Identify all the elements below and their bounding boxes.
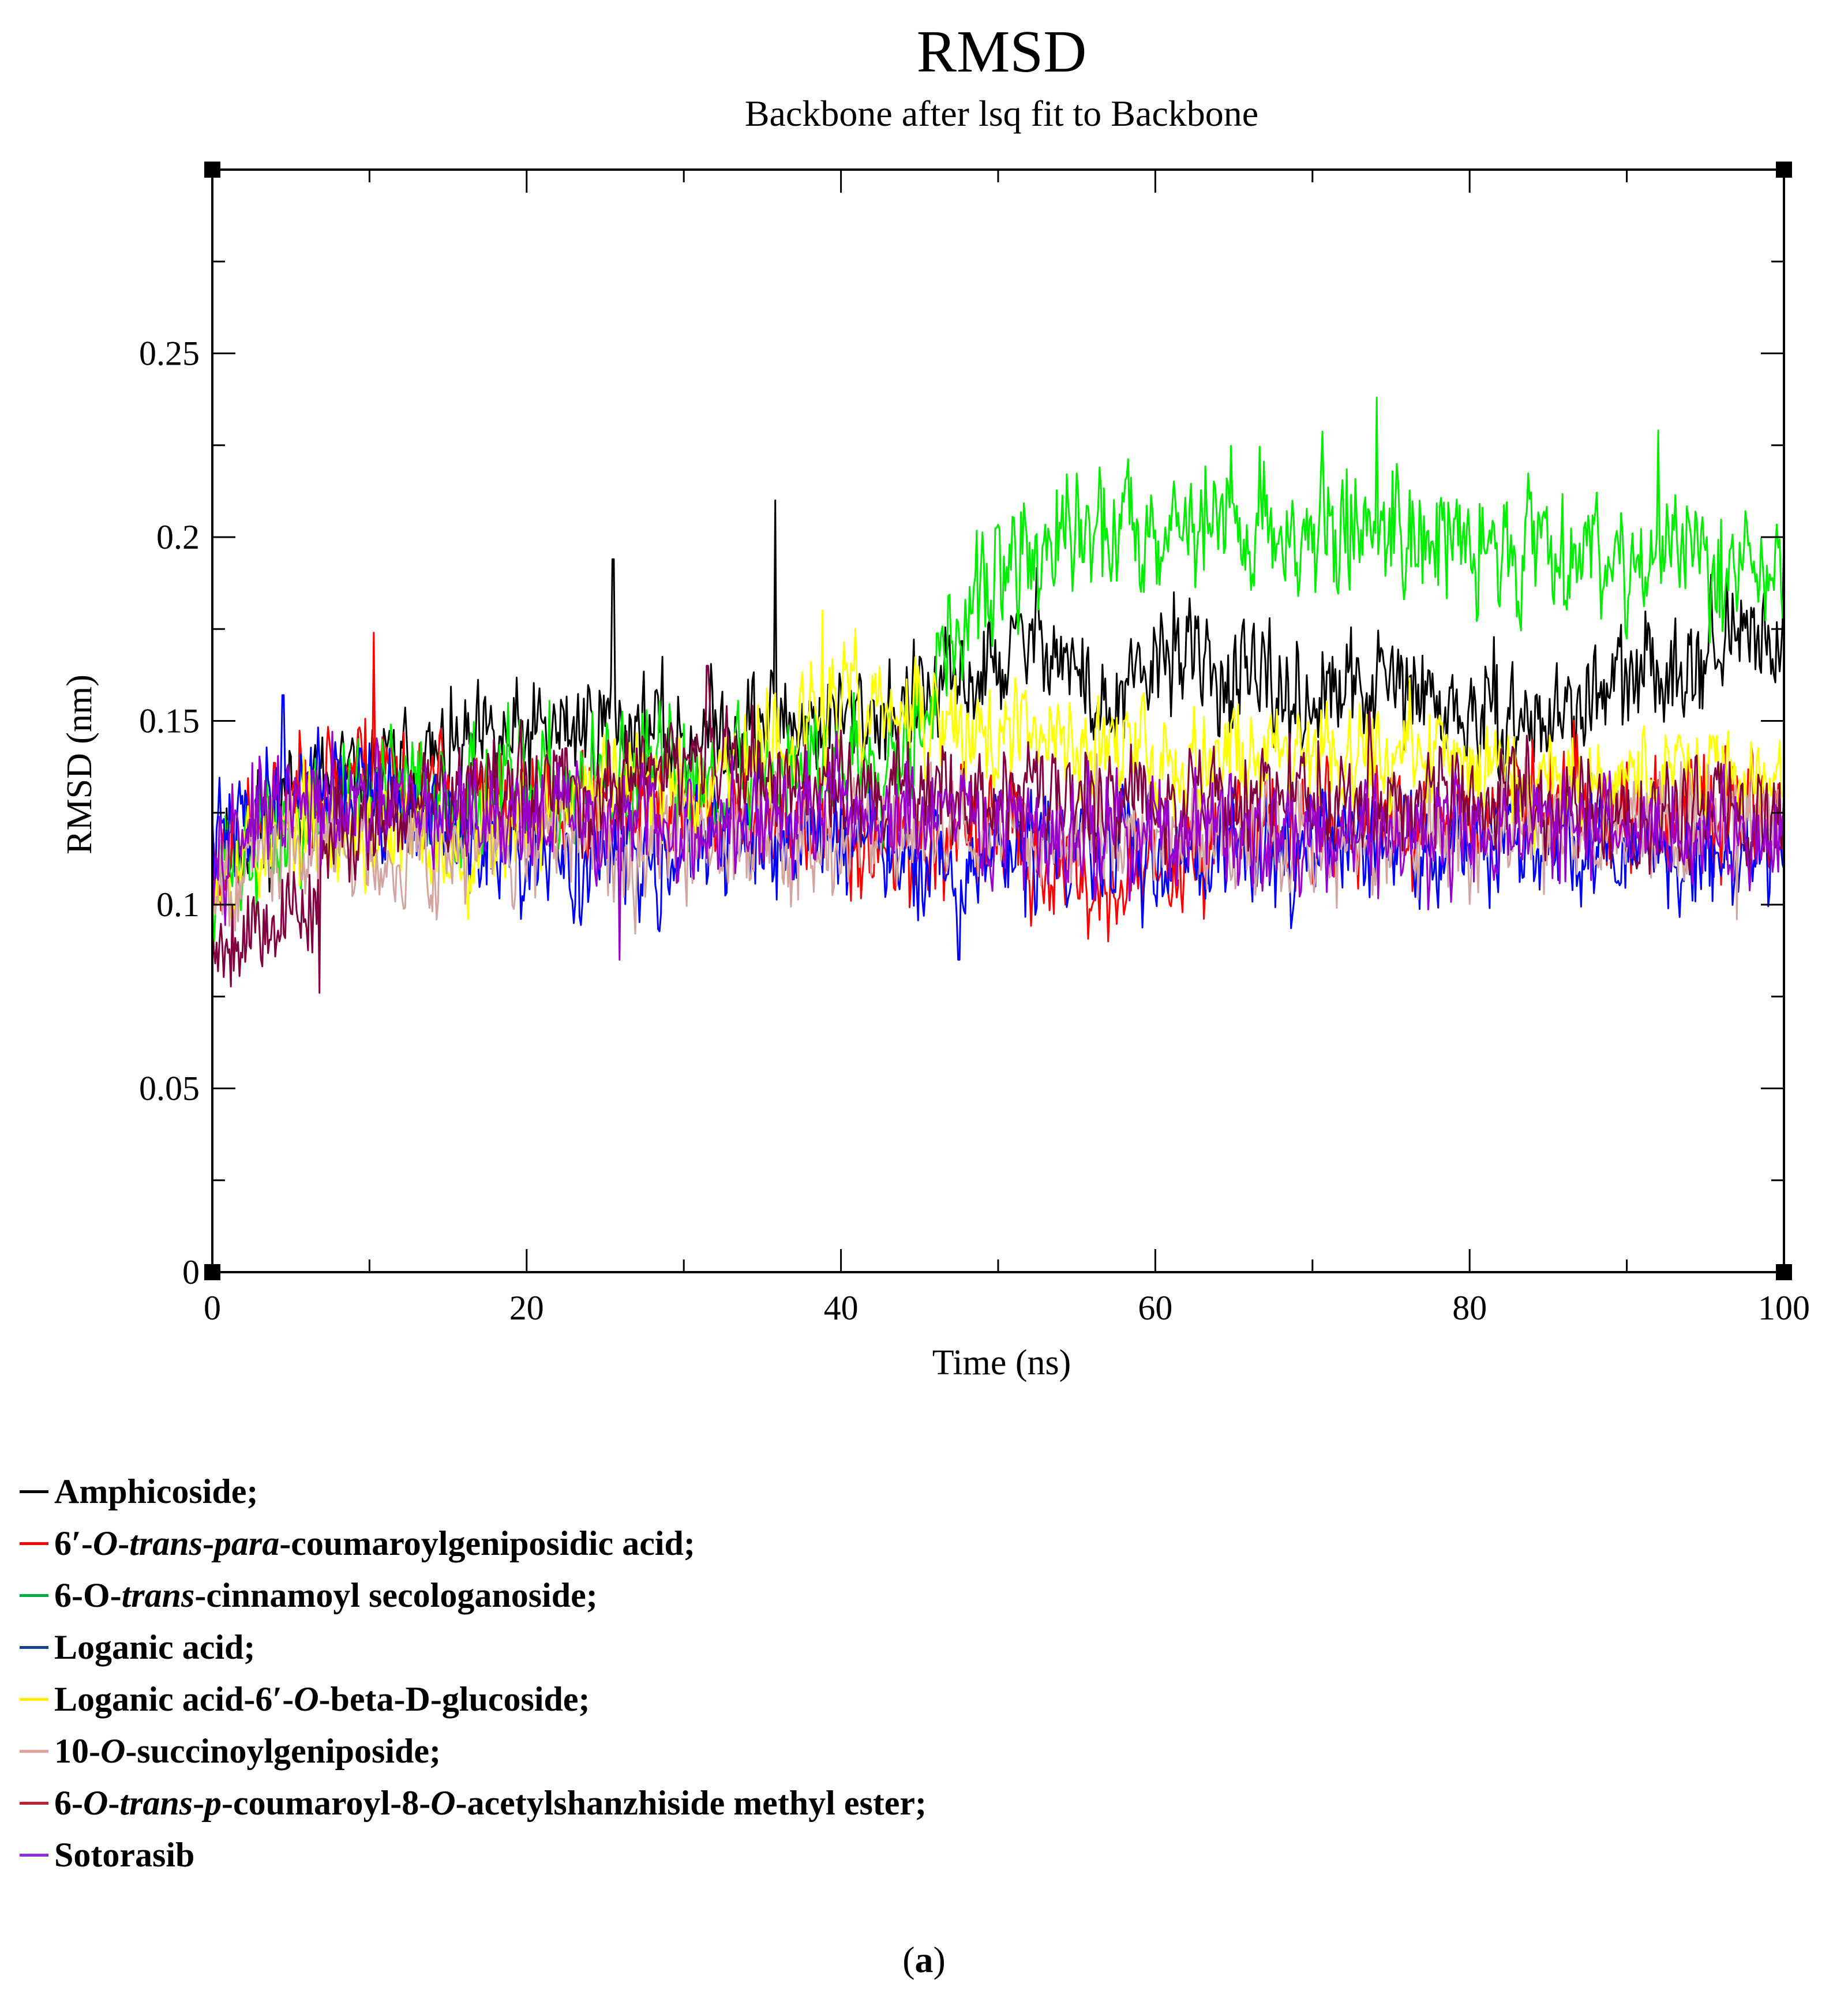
chart-title: RMSD bbox=[917, 18, 1087, 85]
x-axis-label: Time (ns) bbox=[932, 1343, 1071, 1382]
legend-swatch bbox=[20, 1853, 48, 1857]
x-tick-label: 80 bbox=[1452, 1289, 1487, 1327]
legend-item-coumaroylgeniposidic-acid: 6′-O-trans-para-coumaroylgeniposidic aci… bbox=[20, 1517, 927, 1569]
series-line-6-o-trans-p-coumaroyl-8-o-acetylshanzhiside-methyl-ester bbox=[212, 665, 1784, 994]
legend-item-succinoylgeniposide: 10-O-succinoylgeniposide; bbox=[20, 1725, 927, 1777]
figure-caption: (a) bbox=[902, 1939, 946, 1980]
legend-label: 10-O-succinoylgeniposide; bbox=[54, 1731, 441, 1770]
x-tick-label: 60 bbox=[1138, 1289, 1172, 1327]
legend-label: 6-O-trans-p-coumaroyl-8-O-acetylshanzhis… bbox=[54, 1783, 927, 1822]
legend-item-cinnamoyl-secologanoside: 6-O-trans-cinnamoyl secologanoside; bbox=[20, 1569, 927, 1621]
legend-item-sotorasib: Sotorasib bbox=[20, 1829, 927, 1881]
legend-swatch bbox=[20, 1594, 48, 1597]
series-line-sotorasib bbox=[212, 730, 1784, 961]
y-tick-label: 0.25 bbox=[139, 335, 200, 373]
legend: Amphicoside; 6′-O-trans-para-coumaroylge… bbox=[20, 1465, 927, 1881]
legend-item-acetylshanzhiside-methyl-ester: 6-O-trans-p-coumaroyl-8-O-acetylshanzhis… bbox=[20, 1777, 927, 1829]
legend-swatch bbox=[20, 1645, 48, 1649]
y-tick-label: 0.15 bbox=[139, 702, 200, 740]
y-tick-label: 0.1 bbox=[156, 886, 200, 924]
y-axis-label: RMSD (nm) bbox=[60, 674, 99, 854]
legend-item-amphicoside: Amphicoside; bbox=[20, 1465, 927, 1517]
legend-swatch bbox=[20, 1801, 48, 1805]
x-tick-label: 100 bbox=[1758, 1289, 1810, 1327]
legend-label: Loganic acid; bbox=[54, 1628, 256, 1666]
x-tick-label: 20 bbox=[509, 1289, 544, 1327]
legend-item-loganic-acid: Loganic acid; bbox=[20, 1621, 927, 1673]
plot-area bbox=[212, 396, 1784, 994]
legend-label: Sotorasib bbox=[54, 1835, 195, 1874]
x-tick-label: 40 bbox=[824, 1289, 859, 1327]
legend-label: 6-O-trans-cinnamoyl secologanoside; bbox=[54, 1576, 598, 1614]
y-tick-label: 0.05 bbox=[139, 1070, 200, 1108]
series-line-loganic-acid-6-o-beta-d-glucoside bbox=[212, 609, 1784, 923]
legend-swatch bbox=[20, 1490, 48, 1493]
chart-subtitle: Backbone after lsq fit to Backbone bbox=[745, 93, 1258, 134]
axes: 0 20 40 60 80 100 0 0.05 0.1 0.15 0.2 0.25 bbox=[139, 162, 1810, 1327]
legend-swatch bbox=[20, 1542, 48, 1545]
legend-swatch bbox=[20, 1697, 48, 1701]
x-tick-label: 0 bbox=[204, 1289, 221, 1327]
legend-label: 6′-O-trans-para-coumaroylgeniposidic aci… bbox=[54, 1524, 695, 1562]
y-tick-label: 0 bbox=[182, 1253, 200, 1291]
y-tick-label: 0.2 bbox=[156, 518, 200, 556]
legend-swatch bbox=[20, 1749, 48, 1753]
series-line-6-o-trans-cinnamoyl-secologanoside bbox=[212, 396, 1784, 948]
legend-label: Amphicoside; bbox=[54, 1472, 258, 1510]
legend-item-loganic-acid-glucoside: Loganic acid-6′-O-beta-D-glucoside; bbox=[20, 1673, 927, 1725]
legend-label: Loganic acid-6′-O-beta-D-glucoside; bbox=[54, 1679, 590, 1718]
